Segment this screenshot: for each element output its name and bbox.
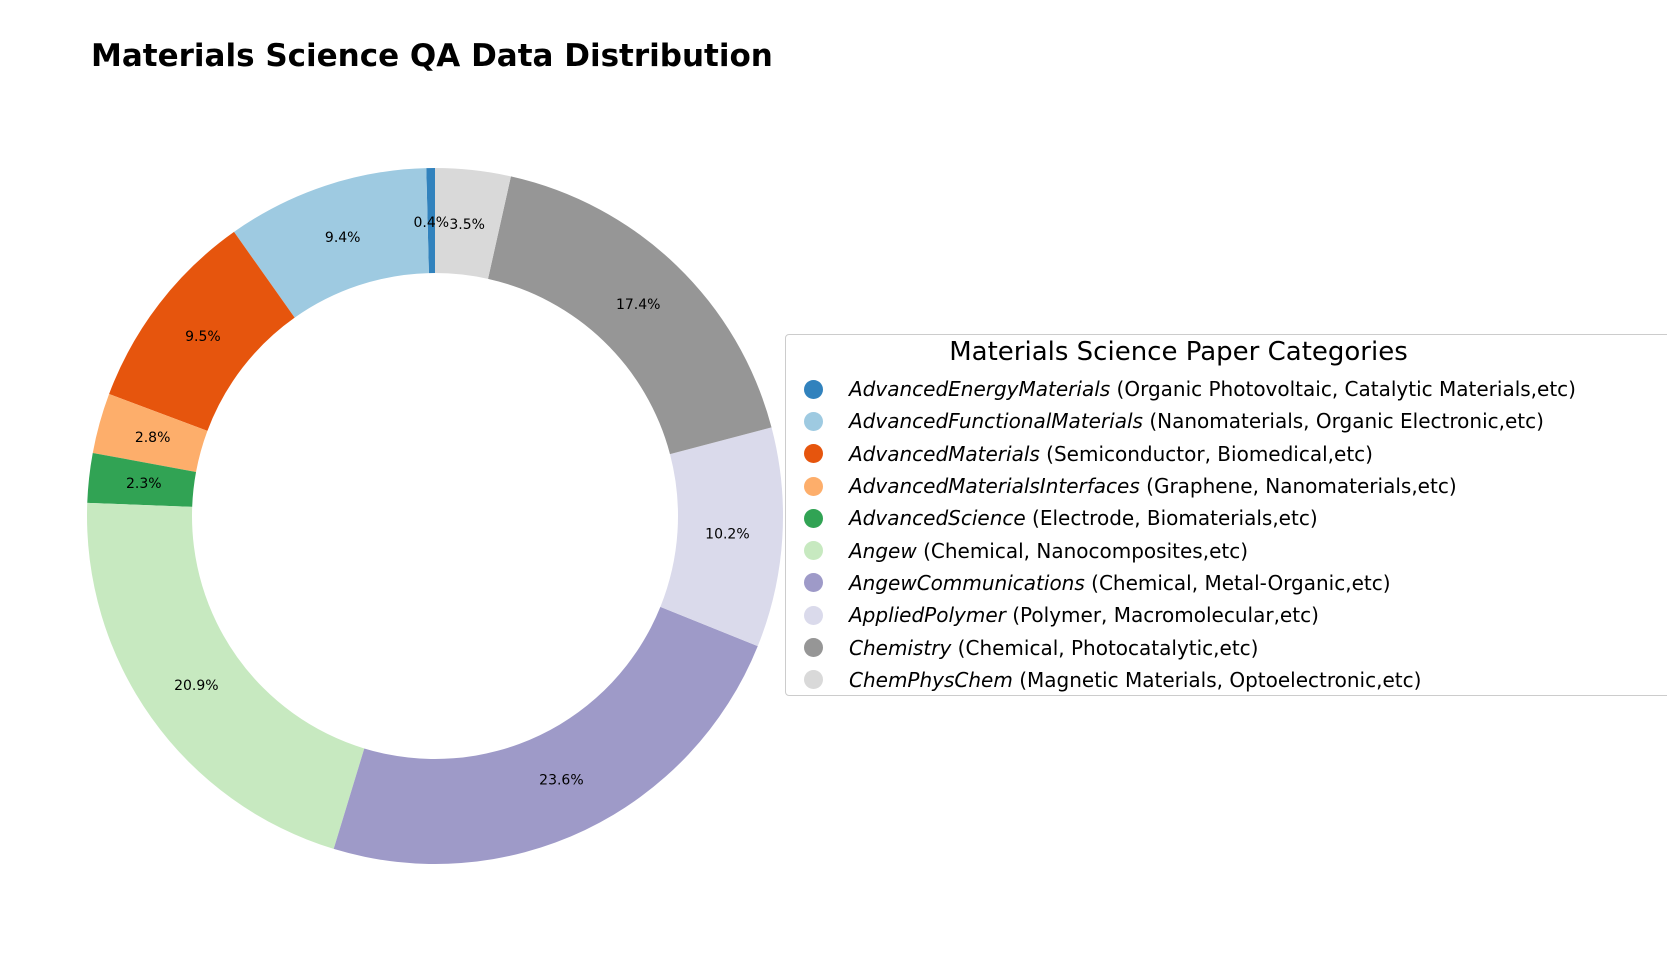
legend-title: Materials Science Paper Categories	[949, 337, 1408, 367]
slice-label-chemphyschem: 3.5%	[449, 217, 485, 233]
legend-item-description: (Chemical, Metal-Organic,etc)	[1091, 570, 1391, 595]
legend-item-advancedmaterials: AdvancedMaterials (Semiconductor, Biomed…	[786, 438, 1576, 470]
legend-marker-icon	[804, 605, 823, 625]
slice-label-advancedenergymaterials: 0.4%	[414, 215, 450, 231]
legend-item-name: AdvancedMaterialsInterfaces	[849, 474, 1140, 499]
legend-item-description: (Nanomaterials, Organic Electronic,etc)	[1149, 409, 1544, 434]
legend-item-advancedscience: AdvancedScience (Electrode, Biomaterials…	[786, 502, 1576, 534]
legend-marker-icon	[804, 444, 823, 464]
legend-item-description: (Semiconductor, Biomedical,etc)	[1046, 441, 1373, 466]
legend-item-chemistry: Chemistry (Chemical, Photocatalytic,etc)	[786, 631, 1576, 663]
slice-label-advancedmaterialsinterfaces: 2.8%	[135, 430, 171, 446]
slice-label-advancedscience: 2.3%	[126, 476, 162, 492]
legend-item-angew: Angew (Chemical, Nanocomposites,etc)	[786, 534, 1576, 566]
legend-item-advancedfunctionalmaterials: AdvancedFunctionalMaterials (Nanomateria…	[786, 405, 1576, 437]
legend-item-description: (Graphene, Nanomaterials,etc)	[1146, 474, 1457, 499]
slice-advancedenergymaterials	[426, 168, 435, 274]
slice-advancedmaterials	[109, 231, 295, 431]
legend-item-name: AppliedPolymer	[849, 603, 1006, 628]
labels-layer: 0.4% 9.4% 9.5% 2.8% 2.3% 20.9% 23.6% 10.2% 17.4%…	[126, 215, 750, 788]
legend-marker-icon	[804, 476, 823, 496]
legend-item-description: (Chemical, Nanocomposites,etc)	[923, 538, 1249, 563]
legend: Materials Science Paper Categories Advan…	[785, 334, 1667, 696]
slice-chemphyschem	[435, 168, 511, 279]
legend-marker-icon	[804, 573, 823, 593]
slice-label-chemistry: 17.4%	[616, 297, 660, 313]
legend-item-description: (Electrode, Biomaterials,etc)	[1032, 506, 1318, 531]
legend-item-chemphyschem: ChemPhysChem (Magnetic Materials, Optoel…	[786, 664, 1576, 696]
legend-marker-icon	[804, 670, 823, 690]
legend-item-advancedmaterialsinterfaces: AdvancedMaterialsInterfaces (Graphene, N…	[786, 470, 1576, 502]
slices-layer	[87, 168, 783, 864]
slice-advancedfunctionalmaterials	[234, 168, 429, 318]
legend-item-description: (Polymer, Macromolecular,etc)	[1012, 603, 1319, 628]
legend-item-name: Angew	[849, 538, 917, 563]
legend-marker-icon	[804, 411, 823, 431]
legend-list: AdvancedEnergyMaterials (Organic Photovo…	[786, 373, 1576, 696]
legend-item-appliedpolymer: AppliedPolymer (Polymer, Macromolecular,…	[786, 599, 1576, 631]
slice-chemistry	[488, 176, 772, 455]
legend-marker-icon	[804, 541, 823, 561]
slice-appliedpolymer	[660, 427, 783, 647]
slice-label-advancedfunctionalmaterials: 9.4%	[325, 230, 361, 246]
slice-advancedmaterialsinterfaces	[92, 394, 208, 472]
legend-item-description: (Magnetic Materials, Optoelectronic,etc)	[1019, 667, 1422, 692]
legend-item-advancedenergymaterials: AdvancedEnergyMaterials (Organic Photovo…	[786, 373, 1576, 405]
slice-label-advancedmaterials: 9.5%	[185, 329, 221, 345]
slice-advancedscience	[87, 452, 197, 507]
legend-item-description: (Organic Photovoltaic, Catalytic Materia…	[1116, 377, 1576, 402]
legend-item-name: AdvancedEnergyMaterials	[849, 377, 1111, 402]
slice-angewcommunications	[333, 606, 758, 864]
legend-marker-icon	[804, 379, 823, 399]
legend-item-name: Chemistry	[849, 635, 952, 660]
legend-item-name: AdvancedMaterials	[849, 441, 1040, 466]
legend-marker-icon	[804, 508, 823, 528]
legend-item-description: (Chemical, Photocatalytic,etc)	[957, 635, 1259, 660]
legend-marker-icon	[804, 638, 823, 658]
legend-item-angewcommunications: AngewCommunications (Chemical, Metal-Org…	[786, 567, 1576, 599]
legend-item-name: AdvancedScience	[849, 506, 1026, 531]
slice-label-angewcommunications: 23.6%	[539, 772, 583, 788]
legend-item-name: ChemPhysChem	[849, 667, 1013, 692]
slice-label-angew: 20.9%	[174, 678, 218, 694]
legend-item-name: AngewCommunications	[849, 570, 1085, 595]
legend-item-name: AdvancedFunctionalMaterials	[849, 409, 1143, 434]
chart-title: Materials Science QA Data Distribution	[91, 38, 773, 74]
slice-label-appliedpolymer: 10.2%	[705, 526, 749, 542]
slice-angew	[87, 502, 365, 849]
